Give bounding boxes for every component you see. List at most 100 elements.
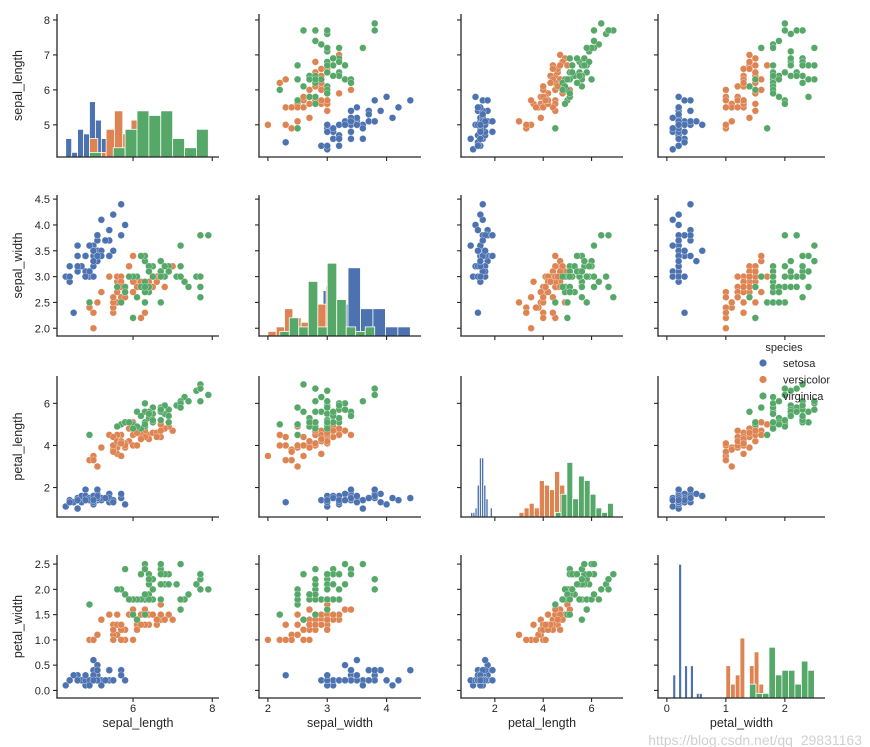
data-point-versicolor <box>542 621 550 629</box>
data-point-setosa <box>117 671 125 679</box>
data-point-virginica <box>311 26 319 34</box>
data-point-virginica <box>329 61 337 69</box>
data-point-virginica <box>85 298 94 306</box>
data-point-versicolor <box>288 448 296 456</box>
data-point-versicolor <box>109 636 117 644</box>
data-point-versicolor <box>299 626 308 634</box>
data-point-virginica <box>793 408 801 416</box>
data-point-versicolor <box>329 433 337 441</box>
data-point-virginica <box>276 86 284 94</box>
data-point-versicolor <box>294 611 302 619</box>
data-point-setosa <box>323 496 331 504</box>
data-point-setosa <box>692 257 700 265</box>
data-point-virginica <box>580 560 588 568</box>
data-point-virginica <box>751 418 759 426</box>
data-point-setosa <box>66 273 74 281</box>
data-point-virginica <box>568 61 576 69</box>
data-point-versicolor <box>288 103 296 111</box>
data-point-setosa <box>394 676 403 684</box>
data-point-virginica <box>317 393 325 401</box>
data-point-versicolor <box>335 425 343 433</box>
data-point-virginica <box>787 47 795 55</box>
y-tick-label: 2.0 <box>35 584 50 596</box>
x-axis-label: petal_width <box>710 716 773 730</box>
data-point-versicolor <box>117 439 125 447</box>
data-point-setosa <box>481 656 489 664</box>
legend-marker-virginica <box>759 392 767 400</box>
data-point-setosa <box>698 492 706 500</box>
data-point-virginica <box>204 391 212 399</box>
data-point-virginica <box>595 595 603 604</box>
data-point-versicolor <box>539 314 547 322</box>
data-point-virginica <box>563 314 571 322</box>
data-point-versicolor <box>276 79 284 87</box>
data-point-virginica <box>196 283 204 291</box>
histogram-bar-versicolor <box>523 507 530 518</box>
x-tick-label: 1 <box>723 703 729 715</box>
data-point-setosa <box>117 200 125 208</box>
data-point-setosa <box>675 221 683 229</box>
data-point-virginica <box>145 410 153 418</box>
data-point-virginica <box>595 40 603 48</box>
subplot-sepal_length-vs-petal_width <box>654 14 825 161</box>
data-point-versicolor <box>299 636 308 644</box>
x-axis-label: sepal_width <box>307 716 373 730</box>
data-point-versicolor <box>294 103 302 111</box>
data-point-setosa <box>359 135 367 143</box>
data-point-virginica <box>775 397 783 405</box>
data-point-virginica <box>578 293 586 301</box>
subplot-petal_width-vs-sepal_length: 0.0 0.5 1.0 1.5 2.0 2.5 6 8 sepal_length petal_wi… <box>11 555 219 730</box>
data-point-virginica <box>566 89 574 97</box>
data-point-versicolor <box>549 65 557 73</box>
data-point-versicolor <box>323 96 331 104</box>
subplot-petal_length-vs-petal_width <box>654 376 825 521</box>
data-point-setosa <box>89 273 97 281</box>
data-point-virginica <box>566 611 574 619</box>
data-point-setosa <box>388 681 397 689</box>
data-point-setosa <box>675 236 683 245</box>
data-point-virginica <box>359 44 367 52</box>
histogram-bar-virginica <box>345 326 357 337</box>
data-point-versicolor <box>722 309 730 317</box>
data-point-virginica <box>192 580 200 588</box>
histogram-bar-virginica <box>172 138 185 158</box>
data-point-virginica <box>799 293 807 301</box>
data-point-virginica <box>317 408 325 416</box>
data-point-virginica <box>335 401 343 410</box>
data-point-setosa <box>359 505 367 513</box>
data-point-versicolor <box>734 293 742 301</box>
data-point-setosa <box>686 486 695 494</box>
data-point-virginica <box>141 399 149 407</box>
data-point-versicolor <box>532 304 540 312</box>
data-point-virginica <box>311 100 319 108</box>
data-point-virginica <box>799 262 807 270</box>
data-point-versicolor <box>105 273 113 281</box>
histogram-bar-virginica <box>279 331 290 337</box>
data-point-versicolor <box>117 621 125 629</box>
data-point-virginica <box>775 298 783 306</box>
histogram-bar-virginica <box>775 674 783 699</box>
data-point-setosa <box>81 671 90 679</box>
data-point-versicolor <box>282 441 290 449</box>
data-point-versicolor <box>317 65 325 73</box>
histogram-bar-virginica <box>762 692 770 699</box>
data-point-versicolor <box>323 616 331 624</box>
data-point-virginica <box>757 273 765 281</box>
data-point-virginica <box>590 283 598 291</box>
data-point-versicolor <box>751 267 759 275</box>
data-point-versicolor <box>722 96 730 104</box>
data-point-setosa <box>121 221 129 229</box>
legend-label-setosa: setosa <box>783 358 816 370</box>
data-point-virginica <box>566 288 574 296</box>
histogram-bar-setosa <box>83 133 90 158</box>
x-tick-label: 6 <box>130 703 136 715</box>
data-point-versicolor <box>311 58 319 66</box>
y-tick-label: 4 <box>44 440 50 452</box>
data-point-versicolor <box>294 441 302 449</box>
data-point-virginica <box>196 385 204 393</box>
data-point-virginica <box>566 595 574 604</box>
data-point-setosa <box>474 226 482 234</box>
data-point-versicolor <box>529 278 538 286</box>
data-point-virginica <box>311 75 319 83</box>
x-tick-label: 4 <box>540 703 546 715</box>
